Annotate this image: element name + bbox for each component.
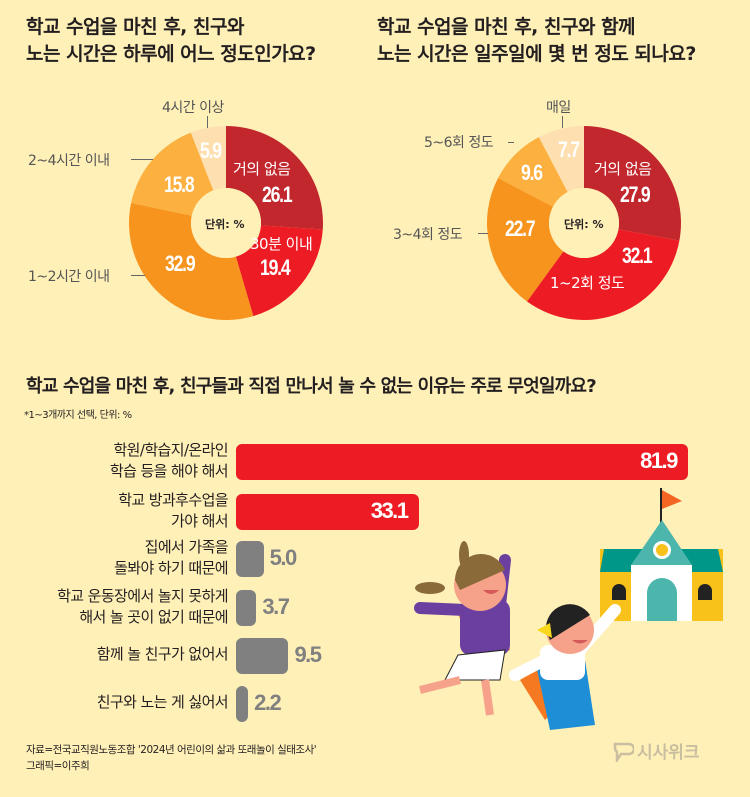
bar-label: 친구와 노는 게 싫어서 <box>96 693 229 711</box>
bar-value: 9.5 <box>294 642 322 667</box>
donut-slice <box>190 126 226 191</box>
chart2-label-3-4: 3~4회 정도 <box>393 227 463 243</box>
chart1-value-none: 26.1 <box>262 182 293 207</box>
donut-chart-weekly-play-frequency <box>487 126 681 320</box>
school-building-icon <box>600 488 723 621</box>
chart2-value-none: 27.9 <box>620 182 651 207</box>
donut-slice <box>487 177 564 302</box>
bar-value: 81.9 <box>640 448 678 473</box>
chart1-value-1-2h: 32.9 <box>165 251 196 276</box>
chart1-inlabel-none: 거의 없음 <box>233 160 291 178</box>
donut-slice <box>584 126 681 241</box>
chart2-title: 학교 수업을 마친 후, 친구와 함께 노는 시간은 일주일에 몇 번 정도 되… <box>377 16 696 65</box>
donut-slice <box>235 225 323 317</box>
bar-label: 학원/학습지/온라인 학습 등을 해야 해서 <box>109 441 229 480</box>
bar-label: 학교 운동장에서 놀지 못하게 해서 놀 곳이 없기 때문에 <box>57 587 229 626</box>
chart1-title: 학교 수업을 마친 후, 친구와 노는 시간은 하루에 어느 정도인가요? <box>26 16 316 65</box>
chart2-label-daily: 매일 <box>546 100 571 116</box>
chart2-value-3-4: 22.7 <box>505 216 536 241</box>
bar-value: 33.1 <box>370 498 409 523</box>
chart1-label-1-2h: 1~2시간 이내 <box>28 269 110 285</box>
chart2-label-5-6: 5~6회 정도 <box>424 135 494 151</box>
chart2-inlabel-1-2: 1~2회 정도 <box>550 274 625 292</box>
bar-row: 학교 운동장에서 놀지 못하게 해서 놀 곳이 없기 때문에 3.7 <box>0 586 750 630</box>
bar-value: 2.2 <box>254 690 282 715</box>
leader-line <box>131 275 145 276</box>
bar-row: 친구와 노는 게 싫어서 2.2 <box>0 682 750 726</box>
leader-line <box>478 233 488 234</box>
donut-slice <box>226 126 323 230</box>
chart1-label-4h-plus: 4시간 이상 <box>162 100 224 116</box>
bar-row: 학원/학습지/온라인 학습 등을 해야 해서 81.9 <box>0 440 750 484</box>
bar-row: 집에서 가족을 돌봐야 하기 때문에 5.0 <box>0 537 750 581</box>
bar <box>236 686 249 722</box>
donut-slice <box>538 126 584 193</box>
children-school-illustration <box>414 488 723 730</box>
chart3-note: *1~3개까지 선택, 단위: % <box>24 410 132 421</box>
chart1-inlabel-30min: 30분 이내 <box>250 235 313 253</box>
sisaweek-logo: 시사위크 <box>612 738 700 763</box>
chart1-value-4h-plus: 5.9 <box>200 138 222 163</box>
leader-line <box>131 159 153 160</box>
bar-row: 학교 방과후수업을 가야 해서 33.1 <box>0 490 750 534</box>
chart1-value-30min: 19.4 <box>260 255 291 280</box>
bar <box>236 590 257 626</box>
leader-line <box>562 116 563 128</box>
donut-slice <box>526 229 680 320</box>
boy-character-icon <box>509 604 621 730</box>
bar <box>236 444 689 480</box>
donut-slice <box>498 137 568 207</box>
donut-chart-daily-play-time <box>129 126 323 320</box>
bar-label: 학교 방과후수업을 가야 해서 <box>118 491 228 530</box>
source-credit: 자료=전국교직원노동조합 '2024년 어린이의 삶과 또래놀이 실태조사' 그… <box>26 744 317 772</box>
chart3-title: 학교 수업을 마친 후, 친구들과 직접 만나서 놀 수 없는 이유는 주로 무… <box>26 376 597 397</box>
chart2-value-1-2: 32.1 <box>622 243 653 268</box>
chart2-value-5-6: 9.6 <box>521 160 543 185</box>
bar-label: 함께 놀 친구가 없어서 <box>96 645 229 663</box>
chart2-inlabel-none: 거의 없음 <box>594 160 652 178</box>
donut-slice <box>129 202 254 320</box>
bar <box>236 638 289 674</box>
donut-slice <box>131 132 214 216</box>
girl-character-icon <box>414 541 511 716</box>
bar <box>236 494 419 530</box>
bar-value: 5.0 <box>269 545 298 570</box>
logo-mark-icon <box>613 742 634 762</box>
chart1-unit-label: 단위: % <box>205 218 245 231</box>
leader-line <box>508 142 514 143</box>
chart1-label-2-4h: 2~4시간 이내 <box>28 153 110 169</box>
chart1-value-2-4h: 15.8 <box>164 172 195 197</box>
leader-line <box>207 116 208 128</box>
chart2-value-daily: 7.7 <box>558 137 580 162</box>
bar <box>236 541 264 577</box>
bar-value: 3.7 <box>262 594 290 619</box>
logo-text: 시사위크 <box>637 743 700 763</box>
bar-row: 함께 놀 친구가 없어서 9.5 <box>0 634 750 678</box>
bar-label: 집에서 가족을 돌봐야 하기 때문에 <box>114 538 229 577</box>
chart2-unit-label: 단위: % <box>564 218 604 231</box>
